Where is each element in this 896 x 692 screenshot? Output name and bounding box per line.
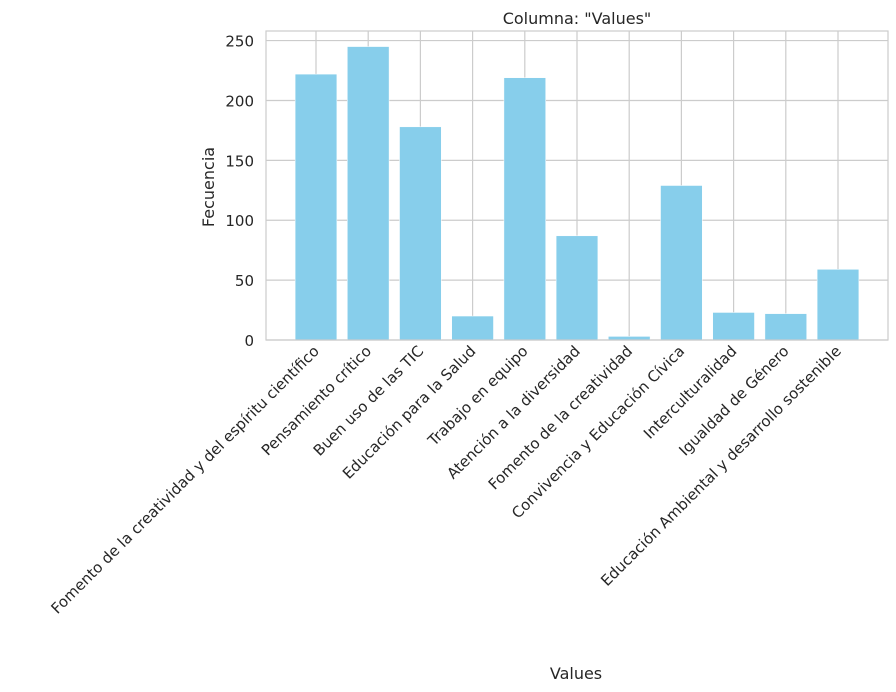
- bar: [399, 126, 442, 341]
- y-axis-label: Fecuencia: [199, 147, 218, 227]
- x-tick-label: Trabajo en equipo: [424, 342, 532, 450]
- x-tick-labels: Fomento de la creatividad y del espíritu…: [48, 342, 845, 617]
- bars: [294, 46, 860, 341]
- bar: [451, 315, 494, 341]
- x-tick-label: Interculturalidad: [640, 342, 740, 442]
- y-tick-label: 150: [225, 152, 254, 170]
- bar: [503, 77, 546, 341]
- y-tick-label: 0: [244, 332, 254, 350]
- chart-title: Columna: "Values": [503, 9, 652, 28]
- y-tick-label: 250: [225, 33, 254, 51]
- x-tick-label: Fomento de la creatividad y del espíritu…: [48, 342, 323, 617]
- bar: [555, 235, 599, 341]
- y-tick-label: 200: [225, 92, 254, 110]
- bar: [764, 313, 807, 341]
- bar: [347, 46, 390, 341]
- bar: [294, 73, 338, 341]
- bar: [660, 185, 703, 341]
- plot-frame: [265, 30, 889, 341]
- bar: [816, 269, 860, 341]
- y-tick-label: 100: [225, 212, 254, 230]
- x-axis-label: Values: [550, 664, 602, 683]
- y-tick-label: 50: [235, 272, 254, 290]
- y-tick-labels: 0 50 100 150 200 250: [225, 33, 254, 350]
- bar: [712, 312, 755, 341]
- x-tick-label: Educación Ambiental y desarrollo sosteni…: [597, 342, 845, 590]
